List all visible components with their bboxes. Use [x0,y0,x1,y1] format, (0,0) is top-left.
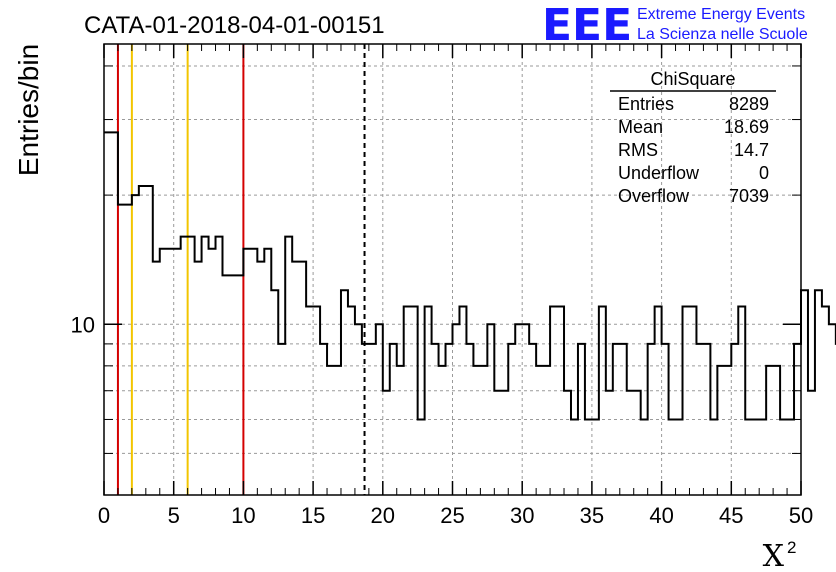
logo-letters: EEE [542,0,632,51]
x-tick-labels: 0 5 10 15 20 25 30 35 40 45 50 [98,503,813,528]
stats-label-rms: RMS [618,140,658,160]
x-tick-label: 50 [789,503,813,528]
grid [104,44,801,495]
logo-line-2: La Scienza nelle Scuole [637,26,808,43]
x-tick-label: 20 [371,503,395,528]
eee-logo: EEE Extreme Energy Events La Scienza nel… [542,0,808,51]
stats-value-mean: 18.69 [724,117,769,137]
reference-lines [116,44,366,495]
histogram-series [104,131,836,421]
x-tick-label: 30 [510,503,534,528]
stats-value-rms: 14.7 [734,140,769,160]
y-tick-labels: 10 [71,312,95,337]
x-tick-label: 15 [301,503,325,528]
x-tick-label: 5 [168,503,180,528]
stats-box: ChiSquare Entries 8289 Mean 18.69 RMS 14… [610,69,776,206]
stats-title: ChiSquare [650,69,735,89]
y-axis-label: Entries/bin [13,44,44,176]
stats-value-overflow: 7039 [729,186,769,206]
x-tick-label: 25 [440,503,464,528]
axis-ticks [103,44,802,495]
y-tick-label: 10 [71,312,95,337]
logo-line-1: Extreme Energy Events [637,6,805,23]
x-tick-label: 40 [649,503,673,528]
chart-title: CATA-01-2018-04-01-00151 [84,12,385,39]
x-tick-label: 10 [231,503,255,528]
stats-label-overflow: Overflow [618,186,690,206]
stats-value-underflow: 0 [759,163,769,183]
stats-label-mean: Mean [618,117,663,137]
x-axis-label: X [763,539,785,572]
stats-label-entries: Entries [618,94,674,114]
stats-label-underflow: Underflow [618,163,700,183]
x-tick-label: 35 [580,503,604,528]
stats-value-entries: 8289 [729,94,769,114]
x-tick-label: 45 [719,503,743,528]
x-tick-label: 0 [98,503,110,528]
x-axis-label-superscript: 2 [787,538,796,557]
